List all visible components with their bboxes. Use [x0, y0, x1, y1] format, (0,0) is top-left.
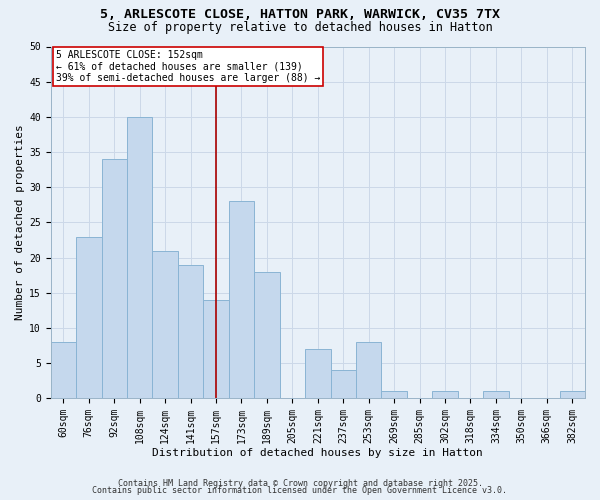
Bar	[152, 250, 178, 398]
Bar	[356, 342, 382, 398]
Bar	[305, 349, 331, 399]
X-axis label: Distribution of detached houses by size in Hatton: Distribution of detached houses by size …	[152, 448, 483, 458]
Bar	[76, 236, 101, 398]
Text: 5, ARLESCOTE CLOSE, HATTON PARK, WARWICK, CV35 7TX: 5, ARLESCOTE CLOSE, HATTON PARK, WARWICK…	[100, 8, 500, 20]
Bar	[382, 392, 407, 398]
Y-axis label: Number of detached properties: Number of detached properties	[15, 124, 25, 320]
Text: Size of property relative to detached houses in Hatton: Size of property relative to detached ho…	[107, 21, 493, 34]
Text: Contains public sector information licensed under the Open Government Licence v3: Contains public sector information licen…	[92, 486, 508, 495]
Bar	[331, 370, 356, 398]
Bar	[178, 264, 203, 398]
Bar	[101, 159, 127, 398]
Bar	[50, 342, 76, 398]
Text: Contains HM Land Registry data © Crown copyright and database right 2025.: Contains HM Land Registry data © Crown c…	[118, 478, 482, 488]
Bar	[203, 300, 229, 398]
Bar	[560, 392, 585, 398]
Bar	[229, 202, 254, 398]
Bar	[127, 117, 152, 398]
Bar	[433, 392, 458, 398]
Bar	[483, 392, 509, 398]
Bar	[254, 272, 280, 398]
Text: 5 ARLESCOTE CLOSE: 152sqm
← 61% of detached houses are smaller (139)
39% of semi: 5 ARLESCOTE CLOSE: 152sqm ← 61% of detac…	[56, 50, 320, 83]
